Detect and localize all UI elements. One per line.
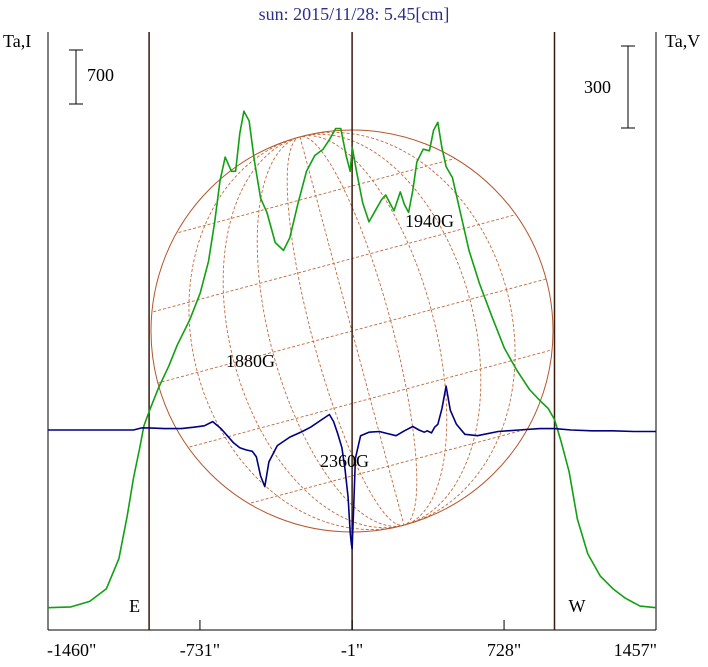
- scale-bar-polarization: [621, 45, 635, 129]
- annotation-1940g: 1940G: [405, 211, 454, 231]
- series-line-intensity: [47, 110, 657, 609]
- annotation-1880g: 1880G: [226, 351, 275, 371]
- annotation-2360g: 2360G: [320, 451, 369, 471]
- x-tick-label: 728": [487, 640, 521, 660]
- x-tick-label: -1": [341, 640, 363, 660]
- scale-bar-intensity-label: 700: [87, 65, 114, 85]
- x-tick-label: -731": [180, 640, 220, 660]
- limb-marker-label: E: [129, 596, 140, 616]
- x-axis-ticks: -1460" -731" -1" 728" 1457": [47, 620, 657, 660]
- chart-title: sun: 2015/11/28: 5.45[cm]: [259, 4, 450, 24]
- scale-bar-polarization-label: 300: [584, 77, 611, 97]
- x-tick-label: 1457": [614, 640, 657, 660]
- series-line-polarization: [48, 385, 656, 550]
- limb-marker-label: W: [568, 596, 585, 616]
- scale-bar-intensity: [69, 49, 83, 105]
- left-axis-label: Ta,I: [3, 31, 31, 51]
- x-tick-label: -1460": [47, 640, 96, 660]
- right-axis-label: Ta,V: [665, 31, 700, 51]
